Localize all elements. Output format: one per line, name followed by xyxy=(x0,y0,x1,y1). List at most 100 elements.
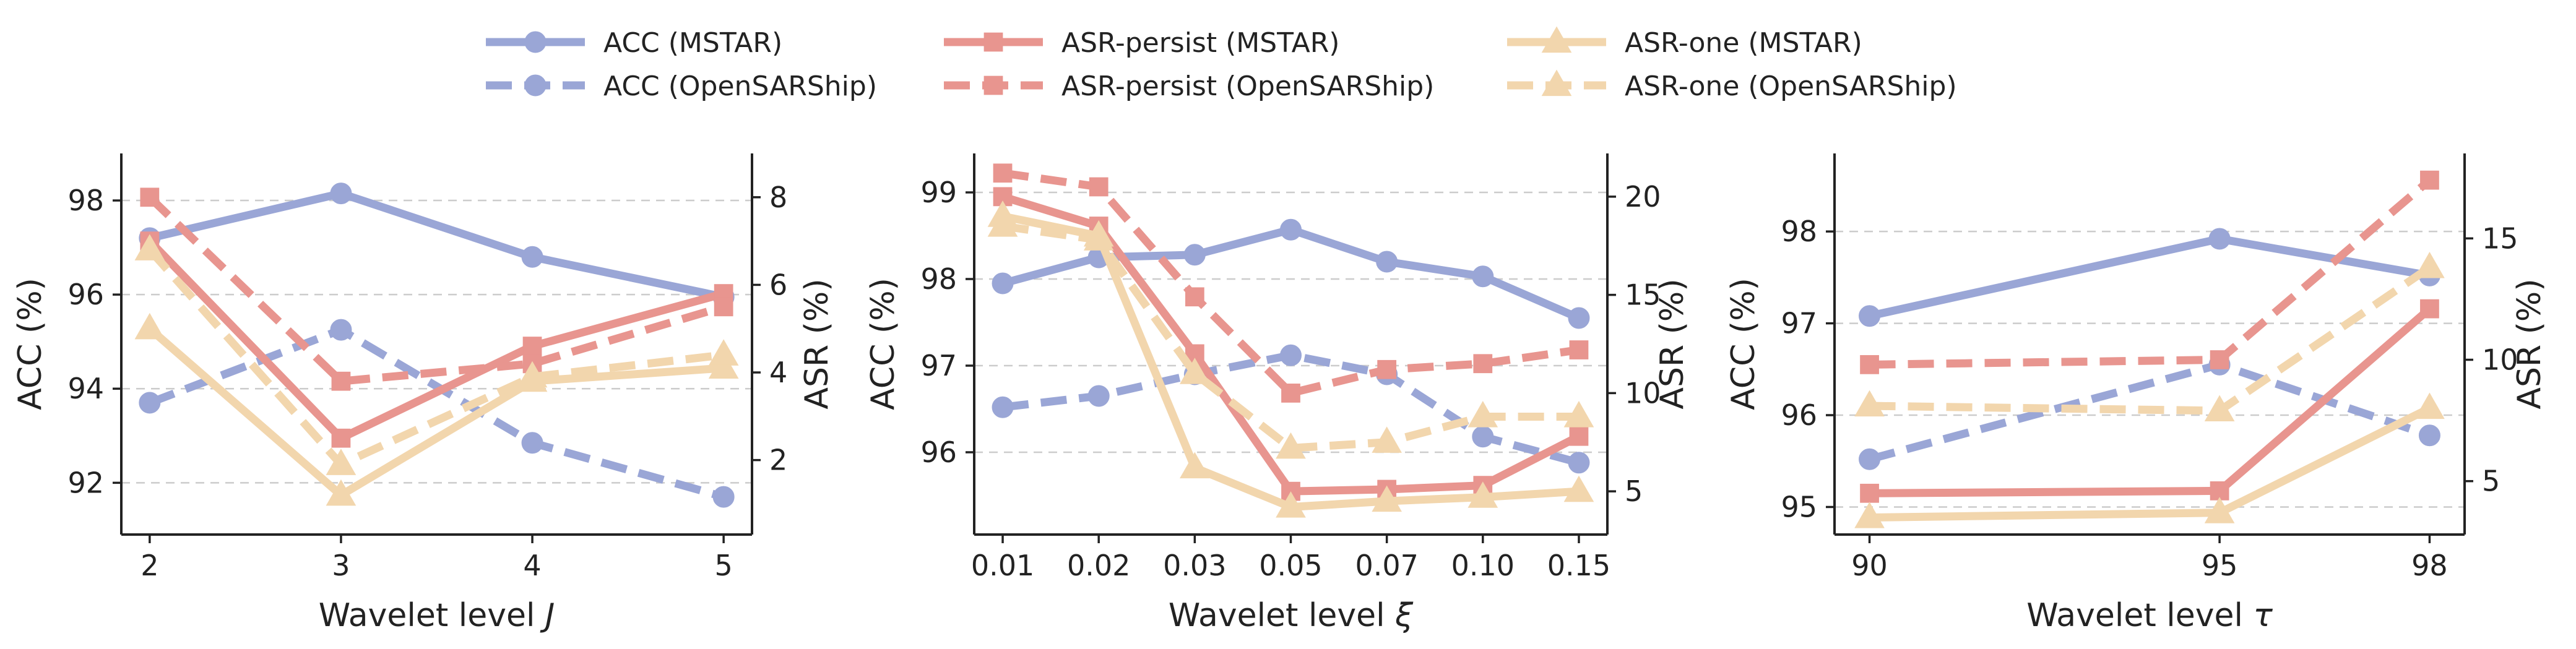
data-point-acc_open-0.10 xyxy=(1472,426,1494,448)
data-point-asro_open-95 xyxy=(2204,395,2235,422)
data-point-acc_mstar-0.15 xyxy=(1568,307,1590,329)
chart-panel-3: 95 96 97 98 5 10 15 90 95 98 ACC (%) ASR (%) Wavelet… xyxy=(1725,153,2548,634)
series-asrp_mstar xyxy=(1860,299,2439,503)
data-point-asrp_open-0.05 xyxy=(1281,384,1300,403)
y-tick-label: 98 xyxy=(1781,215,1817,248)
x-tick-label: 5 xyxy=(715,549,733,582)
series-line-asrp_mstar xyxy=(1869,306,2432,497)
chart-panel-2: 96 97 98 99 5 10 15 20 0.01 0.02 0.03 0.05 0.07 0.10 0… xyxy=(865,153,1691,634)
data-point-asro_mstar-3 xyxy=(326,479,357,506)
y2-tick-label: 4 xyxy=(769,356,787,389)
legend-label-acc_mstar: ACC (MSTAR) xyxy=(603,27,782,59)
series-acc_open xyxy=(139,319,735,508)
y-tick-label: 98 xyxy=(67,184,104,217)
data-point-asro_mstar-5 xyxy=(708,352,739,379)
data-point-asro_open-4 xyxy=(517,361,548,388)
data-point-acc_mstar-0.10 xyxy=(1472,265,1494,288)
series-acc_mstar xyxy=(992,218,1590,329)
data-point-asro_mstar-2 xyxy=(134,312,165,340)
y2-tick-label: 20 xyxy=(1625,180,1661,213)
data-point-asro_open-2 xyxy=(134,234,165,260)
data-point-asro_open-0.02 xyxy=(1083,224,1114,251)
y2-tick-label: 15 xyxy=(1625,278,1661,312)
data-point-acc_open-0.05 xyxy=(1280,344,1302,366)
series-asrp_open xyxy=(1860,170,2439,374)
data-point-asro_open-3 xyxy=(326,449,357,475)
legend-entry-asrp_mstar: ASR-persist (MSTAR) xyxy=(944,27,1339,59)
legend: ACC (MSTAR) ACC (OpenSARShip) ASR-persist … xyxy=(486,26,1957,102)
data-point-asrp_mstar-90 xyxy=(1860,483,1879,503)
data-point-asro_mstar-98 xyxy=(2414,392,2445,419)
data-point-asro_mstar-0.05 xyxy=(1276,491,1306,518)
data-point-asrp_open-0.01 xyxy=(993,163,1013,183)
legend-marker-asrp_mstar xyxy=(983,32,1003,52)
series-asro_open xyxy=(1854,251,2445,422)
y-axis-label: ACC (%) xyxy=(865,278,902,410)
data-point-acc_open-4 xyxy=(521,432,543,454)
x-axis-symbol: ξ xyxy=(1394,597,1414,634)
y2-tick-label: 10 xyxy=(2482,343,2518,377)
y-tick-label: 96 xyxy=(920,436,957,469)
data-point-asrp_mstar-3 xyxy=(331,428,351,448)
data-point-asrp_mstar-4 xyxy=(522,337,542,356)
legend-label-acc_open: ACC (OpenSARShip) xyxy=(603,71,877,102)
data-point-acc_mstar-0.05 xyxy=(1280,218,1302,241)
legend-entry-acc_open: ACC (OpenSARShip) xyxy=(486,71,877,102)
series-line-acc_mstar xyxy=(149,189,725,301)
data-point-asrp_open-0.03 xyxy=(1185,287,1204,307)
data-point-asrp_open-0.10 xyxy=(1473,354,1493,374)
data-point-asro_open-0.10 xyxy=(1467,401,1498,428)
data-point-asrp_open-0.07 xyxy=(1377,359,1397,379)
series-asro_open xyxy=(987,210,1594,459)
y-tick-label: 97 xyxy=(1781,307,1817,340)
y2-tick-label: 5 xyxy=(2482,465,2500,498)
x-axis-label-text: Wavelet level xyxy=(319,597,545,634)
series-acc_mstar xyxy=(139,183,735,308)
data-point-acc_open-98 xyxy=(2418,424,2440,447)
data-point-asrp_open-2 xyxy=(140,187,160,207)
legend-label-asro_open: ASR-one (OpenSARShip) xyxy=(1625,71,1957,102)
y2-axis-label: ASR (%) xyxy=(798,278,836,409)
series-asro_mstar xyxy=(1854,392,2445,528)
data-point-acc_mstar-0.01 xyxy=(992,272,1014,294)
chart-panels: 92 94 96 98 2 4 6 8 2 3 4 5 ACC (%) ASR (%) Wavelet le… xyxy=(12,153,2548,634)
data-point-asrp_open-5 xyxy=(714,297,733,317)
data-point-asro_open-0.05 xyxy=(1276,432,1306,459)
data-point-asro_open-90 xyxy=(1854,390,1885,417)
x-tick-label: 95 xyxy=(2202,549,2238,582)
data-point-acc_mstar-95 xyxy=(2208,228,2231,250)
data-point-acc_open-2 xyxy=(139,392,161,414)
legend-marker-acc_mstar xyxy=(524,31,547,53)
legend-marker-asrp_open xyxy=(983,75,1003,95)
legend-marker-asro_open xyxy=(1541,69,1572,97)
data-point-asro_mstar-90 xyxy=(1854,502,1885,528)
data-point-acc_mstar-3 xyxy=(330,183,352,205)
series-line-asrp_mstar xyxy=(147,238,725,442)
legend-label-asrp_mstar: ASR-persist (MSTAR) xyxy=(1061,27,1339,59)
y-tick-label: 94 xyxy=(67,372,104,405)
legend-entry-acc_mstar: ACC (MSTAR) xyxy=(486,27,782,59)
series-line-asro_mstar xyxy=(1869,405,2432,522)
data-point-acc_open-5 xyxy=(712,486,735,508)
y-tick-label: 98 xyxy=(920,262,957,296)
data-point-asrp_open-90 xyxy=(1860,355,1879,374)
data-point-acc_mstar-4 xyxy=(521,246,543,268)
x-tick-label: 2 xyxy=(140,549,158,582)
y-axis-label: ACC (%) xyxy=(12,278,49,410)
legend-entry-asro_open: ASR-one (OpenSARShip) xyxy=(1507,69,1957,102)
y2-tick-label: 10 xyxy=(1625,376,1661,410)
data-point-asrp_open-3 xyxy=(331,371,351,391)
x-tick-label: 0.01 xyxy=(971,549,1034,582)
data-point-asro_open-5 xyxy=(708,339,739,366)
series-line-acc_open xyxy=(148,325,725,501)
data-point-asrp_open-0.02 xyxy=(1089,177,1109,197)
y-tick-label: 95 xyxy=(1781,490,1817,523)
data-point-acc_mstar-0.07 xyxy=(1376,251,1398,273)
data-point-asrp_open-0.15 xyxy=(1569,340,1589,359)
series-line-asro_open xyxy=(147,247,724,469)
series-line-asrp_open xyxy=(1869,177,2432,369)
data-point-asro_open-0.15 xyxy=(1563,401,1594,428)
y2-tick-label: 15 xyxy=(2482,221,2518,255)
legend-label-asrp_open: ASR-persist (OpenSARShip) xyxy=(1061,71,1434,102)
